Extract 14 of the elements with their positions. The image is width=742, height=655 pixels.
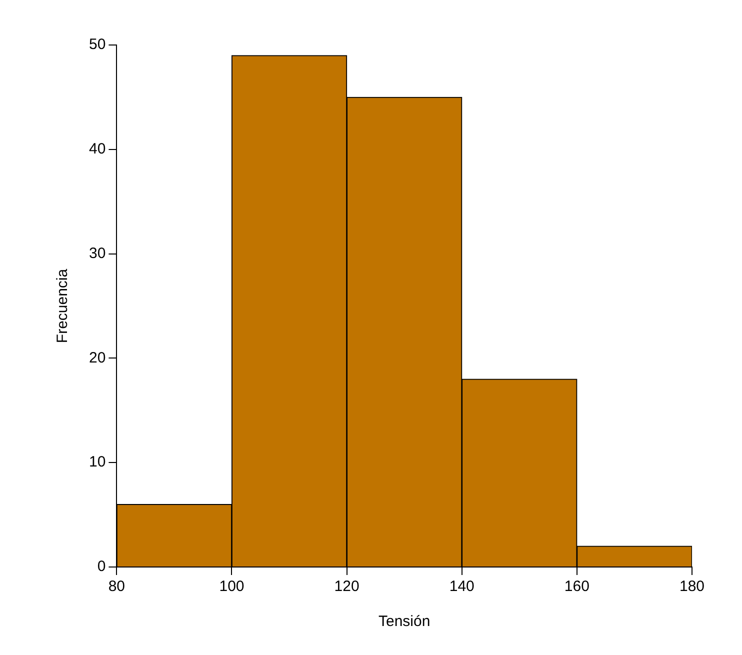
- x-tick-label: 120: [334, 578, 360, 596]
- y-tick-label: 40: [88, 140, 106, 158]
- x-axis-title: Tensión: [378, 613, 430, 630]
- x-tick-label: 180: [679, 578, 705, 596]
- y-tick-label: 20: [88, 349, 106, 366]
- y-tick-label: 30: [88, 244, 106, 262]
- y-tick-label: 50: [88, 36, 106, 54]
- y-tick-label: 0: [97, 558, 106, 576]
- x-tick-label: 160: [564, 578, 590, 596]
- x-tick-label: 100: [219, 578, 244, 596]
- x-tick-label: 80: [108, 578, 126, 596]
- y-axis-title: Frecuencia: [54, 268, 72, 344]
- x-tick-label: 140: [449, 578, 474, 596]
- y-tick-label: 10: [88, 454, 106, 471]
